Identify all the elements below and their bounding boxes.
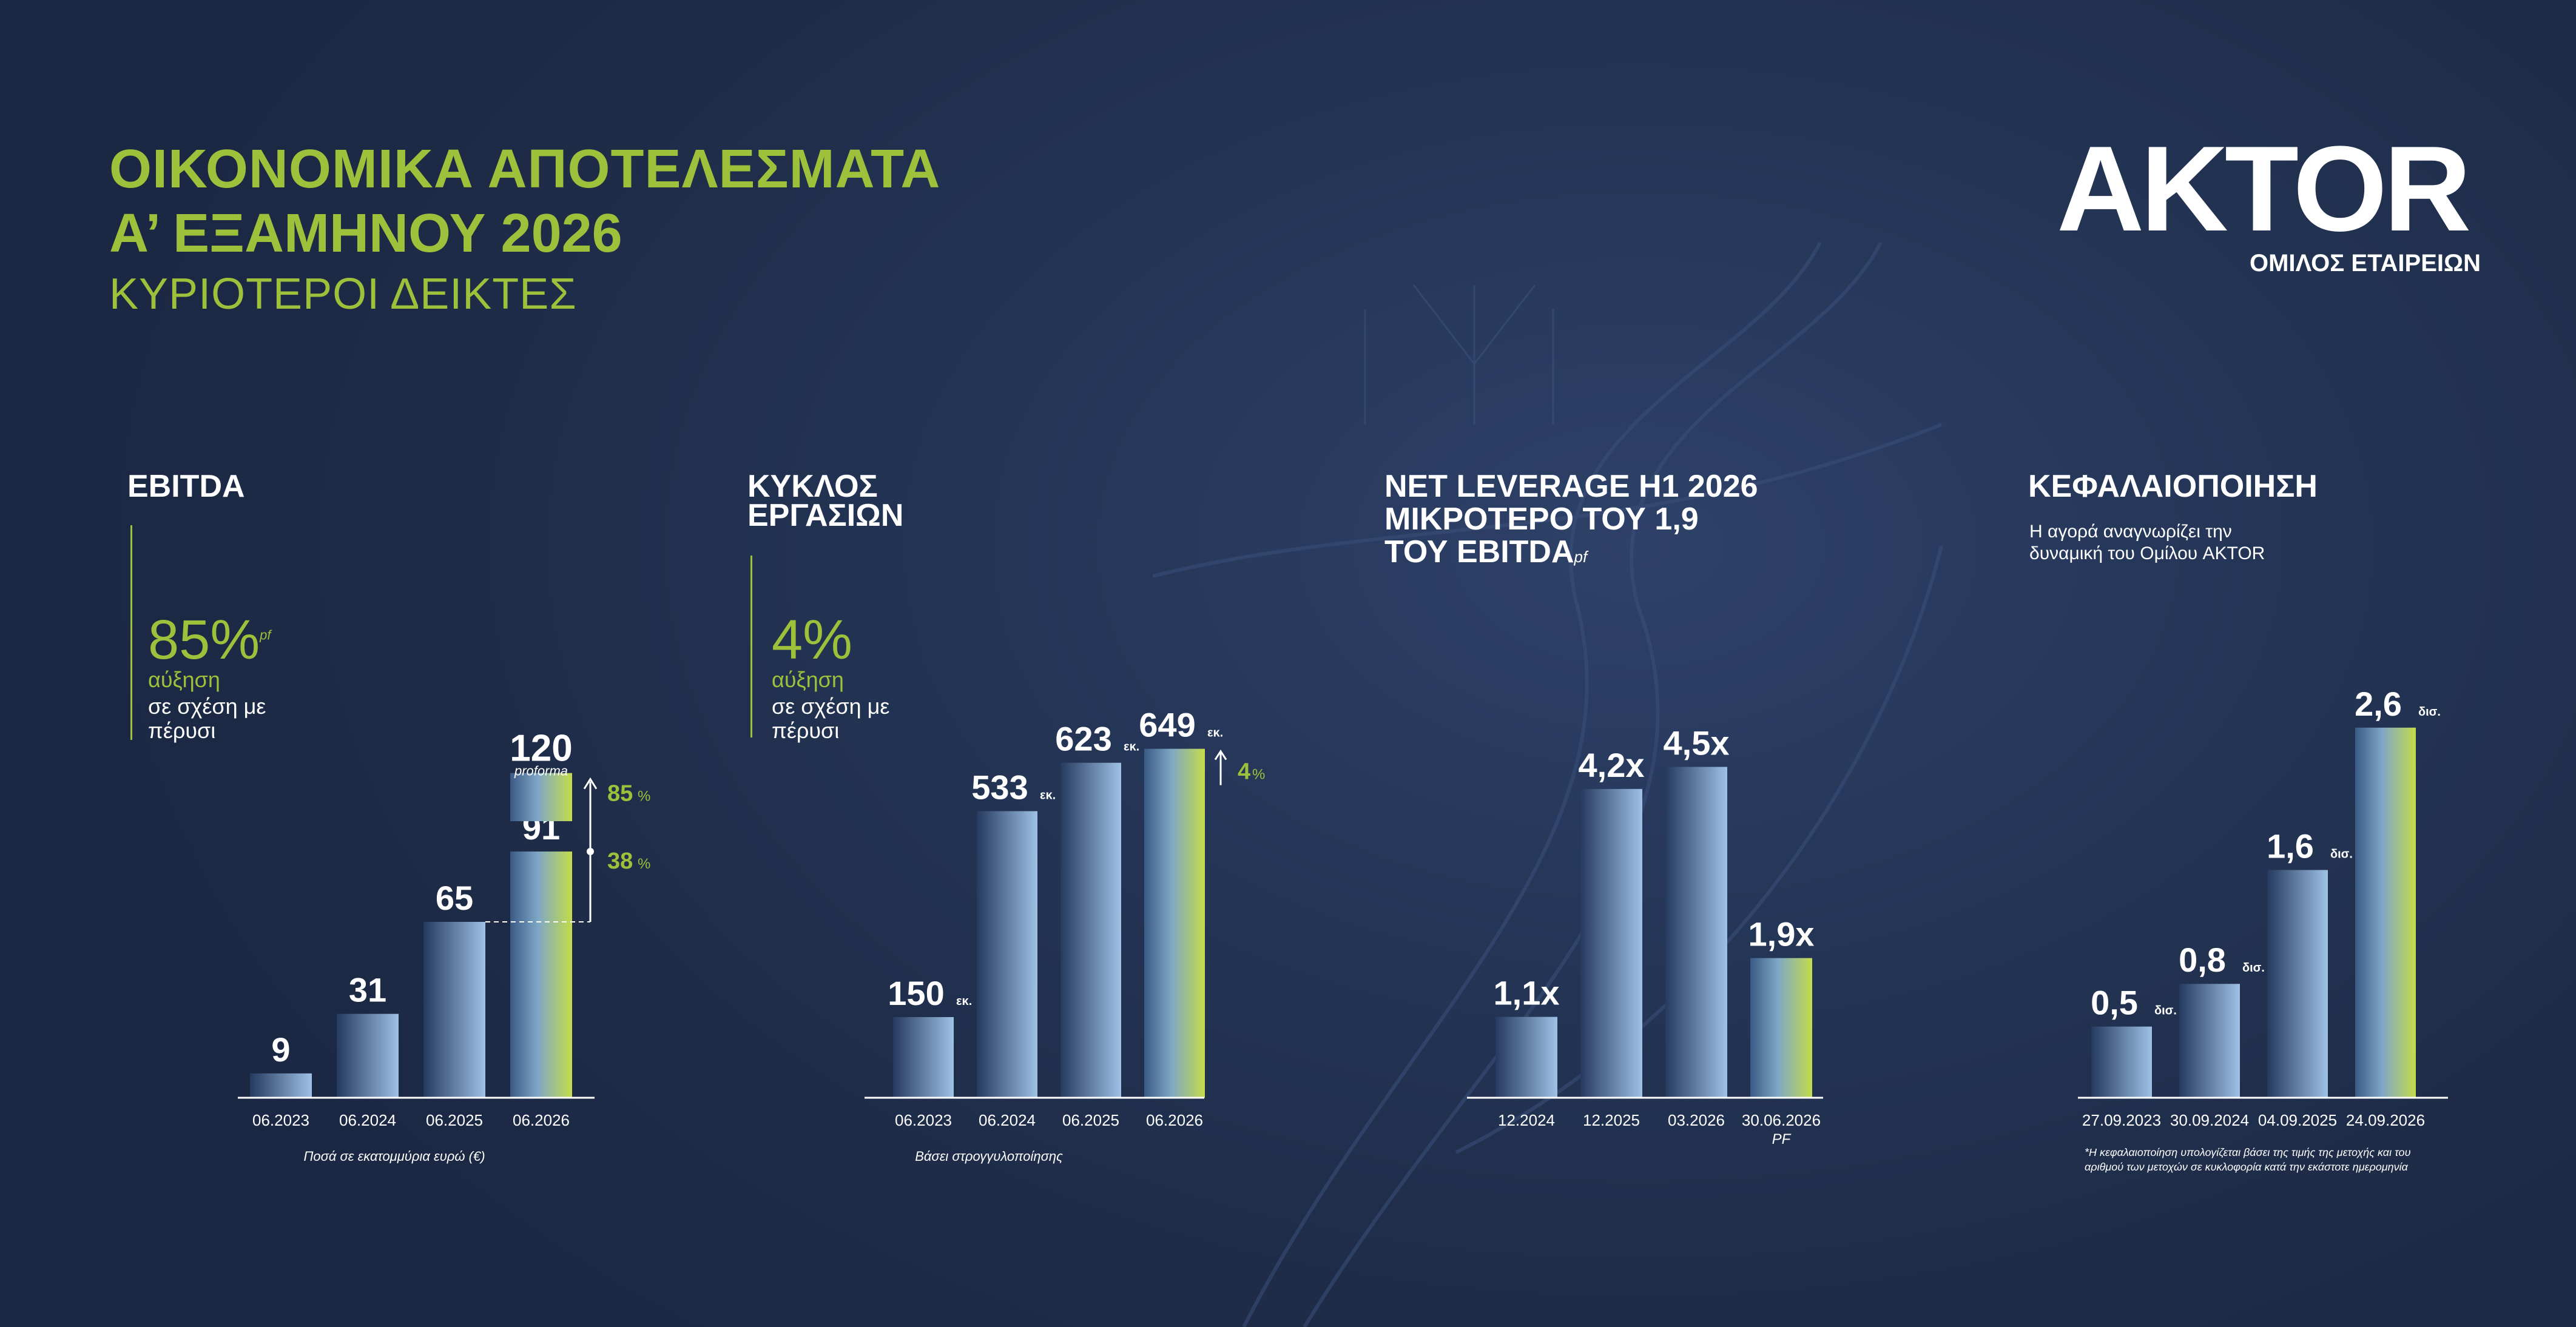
ebitda-footnote: Ποσά σε εκατομμύρια ευρώ (€) (303, 1149, 485, 1164)
chart3-category-label-3: 03.2026 (1668, 1111, 1725, 1129)
chart2-annotation-4-unit: % (1252, 767, 1265, 783)
ebitda-kpi-desc-2: πέρυσι (148, 718, 216, 743)
chart4-unit-label-1: δισ. (2154, 1004, 2177, 1018)
chart4-unit-label-4: δισ. (2418, 705, 2441, 719)
chart2-bar-1 (893, 1017, 954, 1098)
chart4-value-label-3: 1,6 (2267, 827, 2314, 865)
chart1-bar-3 (423, 922, 485, 1098)
chart1-category-label-2: 06.2024 (339, 1111, 396, 1129)
chart1-annotation-38-unit: % (638, 856, 650, 872)
chart3-value-label-4: 1,9x (1748, 915, 1815, 953)
chart3-bar-1 (1495, 1016, 1557, 1098)
ebitda-kpi-desc-1: σε σχέση με (148, 694, 266, 719)
chart2-annotation-4: 4 (1238, 759, 1250, 785)
chart1-bar-1 (250, 1073, 312, 1098)
page-title: ΟΙΚΟΝΟΜΙΚΑ ΑΠΟΤΕΛΕΣΜΑΤΑ (109, 139, 941, 200)
leverage-title-1: NET LEVERAGE H1 2026 (1384, 469, 1758, 504)
leverage-title-3: ΤΟΥ EBITDApf (1384, 534, 1588, 569)
turnover-footnote: Βάσει στρογγυλοποίησης (915, 1149, 1063, 1164)
turnover-kpi-value: 4% (772, 609, 852, 671)
chart2-bar-2 (977, 811, 1037, 1098)
chart4-value-label-2: 0,8 (2179, 941, 2226, 979)
chart2-category-label-1: 06.2023 (895, 1111, 952, 1129)
chart1-proforma-value: 120 (510, 728, 572, 770)
leverage-title-2: ΜΙΚΡΟΤΕΡΟ ΤΟΥ 1,9 (1384, 502, 1699, 537)
chart2-category-label-3: 06.2025 (1062, 1111, 1119, 1129)
chart2-category-label-2: 06.2024 (979, 1111, 1036, 1129)
chart2-unit-label-3: εκ. (1124, 741, 1139, 754)
chart3-value-label-1: 1,1x (1494, 974, 1560, 1012)
chart2-bar-4 (1144, 748, 1205, 1098)
logo-tagline: ΟΜΙΛΟΣ ΕΤΑΙΡΕΙΩΝ (2250, 250, 2481, 277)
chart1-category-label-4: 06.2026 (513, 1111, 570, 1129)
chart3-value-label-2: 4,2x (1579, 746, 1645, 784)
turnover-title-1: ΚΥΚΛΟΣ (747, 469, 878, 504)
capitalization-footnote-1: *Η κεφαλαιοποίηση υπολογίζεται βάσει της… (2085, 1146, 2411, 1158)
chart1-value-label-1: 9 (271, 1030, 290, 1069)
chart1-category-label-1: 06.2023 (252, 1111, 309, 1129)
chart3-category-label-4: 30.06.2026 (1742, 1111, 1821, 1129)
chart4-value-label-1: 0,5 (2091, 984, 2138, 1022)
chart3-bar-2 (1580, 788, 1642, 1098)
chart1-annotation-85: 85 (607, 781, 633, 807)
chart4-category-label-1: 27.09.2023 (2082, 1111, 2161, 1129)
capitalization-footnote-2: αριθμού των μετοχών σε κυκλοφορία κατά τ… (2085, 1161, 2408, 1173)
chart1-proforma-note: proforma (514, 764, 568, 779)
chart2-value-label-3: 623 (1055, 720, 1111, 758)
chart2-value-label-2: 533 (971, 768, 1028, 806)
chart4-category-label-4: 24.09.2026 (2346, 1111, 2425, 1129)
chart4-bar-4 (2355, 727, 2416, 1098)
chart4-bar-3 (2267, 870, 2328, 1098)
ebitda-kpi-divider (130, 525, 132, 740)
page-subtitle: ΚΥΡΙΟΤΕΡΟΙ ΔΕΙΚΤΕΣ (109, 270, 577, 318)
chart2-category-label-4: 06.2026 (1146, 1111, 1203, 1129)
chart1-value-label-2: 31 (349, 971, 386, 1009)
chart3-category-label-1: 12.2024 (1498, 1111, 1555, 1129)
capitalization-title: ΚΕΦΑΛΑΙΟΠΟΙΗΣΗ (2028, 469, 2318, 504)
turnover-kpi-divider (750, 556, 752, 737)
chart3-category-label-2: 12.2025 (1583, 1111, 1640, 1129)
chart2-value-label-4: 649 (1139, 706, 1195, 744)
ebitda-kpi-label: αύξηση (148, 667, 220, 692)
chart1-category-label-3: 06.2025 (426, 1111, 483, 1129)
chart4-unit-label-2: δισ. (2242, 961, 2265, 975)
chart2-value-label-1: 150 (888, 974, 944, 1012)
capitalization-desc-1: Η αγορά αναγνωρίζει την (2029, 522, 2232, 542)
chart4-category-label-2: 30.09.2024 (2170, 1111, 2249, 1129)
chart1-bar-4 (510, 852, 572, 1098)
ebitda-title: EBITDA (127, 469, 245, 504)
chart1-annotation-38: 38 (607, 848, 633, 874)
chart4-bar-1 (2091, 1026, 2152, 1098)
chart2-unit-label-1: εκ. (956, 995, 972, 1008)
chart2-bar-3 (1060, 762, 1121, 1098)
chart4-unit-label-3: δισ. (2330, 847, 2353, 861)
turnover-kpi-desc-2: πέρυσι (772, 718, 840, 743)
turnover-kpi-label: αύξηση (772, 667, 844, 692)
aktor-logo: AKTOR (2057, 142, 2469, 239)
chart2-unit-label-2: εκ. (1040, 788, 1056, 802)
chart4-value-label-4: 2,6 (2355, 685, 2402, 723)
chart1-bar-2 (337, 1013, 399, 1098)
capitalization-desc-2: δυναμική του Ομίλου AKTOR (2029, 543, 2265, 563)
chart1-growth-arrow-head (583, 777, 598, 790)
chart1-proforma-bar (510, 773, 572, 821)
chart1-growth-dot (587, 848, 594, 855)
svg-text:AKTOR: AKTOR (2057, 142, 2469, 239)
chart3-value-label-3: 4,5x (1664, 724, 1730, 762)
chart2-growth-arrow-head (1214, 749, 1227, 761)
chart4-category-label-3: 04.09.2025 (2258, 1111, 2337, 1129)
chart1-value-label-3: 65 (436, 879, 473, 917)
turnover-title-2: ΕΡΓΑΣΙΩΝ (747, 498, 904, 533)
ebitda-kpi-value: 85%pf (148, 609, 271, 671)
chart2-unit-label-4: εκ. (1207, 727, 1223, 740)
page-title-period: Α’ ΕΞΑΜΗΝΟΥ 2026 (109, 203, 622, 264)
chart3-bar-3 (1665, 767, 1727, 1098)
chart3-category-sub-4: PF (1772, 1131, 1792, 1147)
chart4-bar-2 (2179, 984, 2240, 1098)
turnover-kpi-desc-1: σε σχέση με (772, 694, 890, 719)
chart1-annotation-85-unit: % (638, 788, 650, 805)
chart3-bar-4 (1750, 958, 1812, 1098)
